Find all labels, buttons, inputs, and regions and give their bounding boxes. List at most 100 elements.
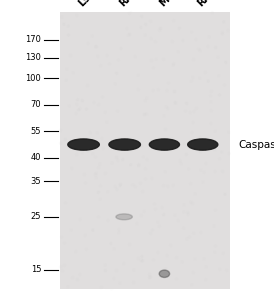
Circle shape [215,245,217,247]
Circle shape [106,121,108,123]
Circle shape [69,54,72,57]
Circle shape [162,241,165,243]
Circle shape [141,255,143,258]
Circle shape [98,104,100,106]
Circle shape [120,47,122,50]
Circle shape [153,268,155,271]
Circle shape [101,96,104,98]
Text: MOUSE-BRAIN: MOUSE-BRAIN [157,0,219,9]
Circle shape [215,46,217,49]
Circle shape [207,80,209,82]
Circle shape [84,234,86,237]
Circle shape [178,233,180,236]
Circle shape [116,72,118,74]
Circle shape [99,163,101,165]
Circle shape [107,78,109,80]
Circle shape [176,29,178,31]
Text: 15: 15 [31,266,41,274]
Text: Caspase-9: Caspase-9 [238,140,274,150]
Circle shape [140,145,142,148]
Circle shape [160,79,162,82]
Circle shape [84,182,87,184]
Circle shape [111,99,113,101]
Circle shape [208,36,210,38]
Circle shape [182,39,184,42]
Circle shape [63,264,65,266]
Ellipse shape [109,139,141,150]
Text: 25: 25 [31,212,41,221]
Circle shape [218,255,221,258]
Circle shape [126,27,128,30]
Circle shape [139,17,142,19]
Circle shape [157,251,159,254]
Circle shape [130,79,132,81]
Circle shape [211,192,213,194]
Circle shape [130,12,132,14]
Circle shape [205,278,207,281]
Circle shape [157,124,159,126]
Circle shape [167,185,169,187]
Circle shape [93,101,95,104]
Circle shape [116,156,118,159]
Circle shape [135,202,138,205]
Circle shape [84,230,87,233]
Circle shape [97,55,99,58]
Circle shape [144,34,146,36]
Circle shape [92,229,94,231]
Circle shape [167,237,169,239]
Circle shape [136,223,138,225]
Circle shape [213,124,215,126]
Text: 170: 170 [25,35,41,44]
Circle shape [129,248,132,251]
Circle shape [129,33,131,36]
Circle shape [224,193,226,195]
Text: 35: 35 [30,177,41,186]
Text: 55: 55 [31,127,41,136]
Circle shape [130,164,132,166]
Circle shape [182,79,184,82]
Circle shape [217,56,219,58]
Ellipse shape [68,139,99,150]
Circle shape [67,25,69,27]
Circle shape [164,149,166,151]
Circle shape [199,273,201,276]
Circle shape [183,227,185,229]
Circle shape [156,107,158,110]
Circle shape [196,276,199,278]
Circle shape [200,169,202,171]
Circle shape [78,109,80,111]
Circle shape [140,259,142,262]
Circle shape [145,23,147,25]
Circle shape [108,255,110,257]
Circle shape [177,85,179,87]
Circle shape [119,184,121,186]
Circle shape [84,232,86,234]
Circle shape [179,160,181,162]
Circle shape [173,63,175,65]
Circle shape [114,185,116,188]
Circle shape [158,166,160,168]
Text: RAT-MUSLE: RAT-MUSLE [118,0,168,9]
Circle shape [63,23,65,25]
Circle shape [130,160,133,163]
Circle shape [199,150,202,153]
Circle shape [221,191,223,194]
Circle shape [185,153,187,155]
Circle shape [226,269,228,271]
Circle shape [81,99,83,102]
Circle shape [180,116,182,119]
Circle shape [150,20,152,22]
Circle shape [163,214,165,216]
Circle shape [65,79,67,81]
Circle shape [125,256,127,258]
Circle shape [120,70,122,72]
Circle shape [132,184,134,186]
Circle shape [102,52,105,54]
Circle shape [218,94,221,96]
Circle shape [146,158,148,161]
Circle shape [228,152,230,155]
Circle shape [190,80,192,82]
Circle shape [149,232,152,235]
Circle shape [59,266,62,268]
Circle shape [173,91,176,93]
